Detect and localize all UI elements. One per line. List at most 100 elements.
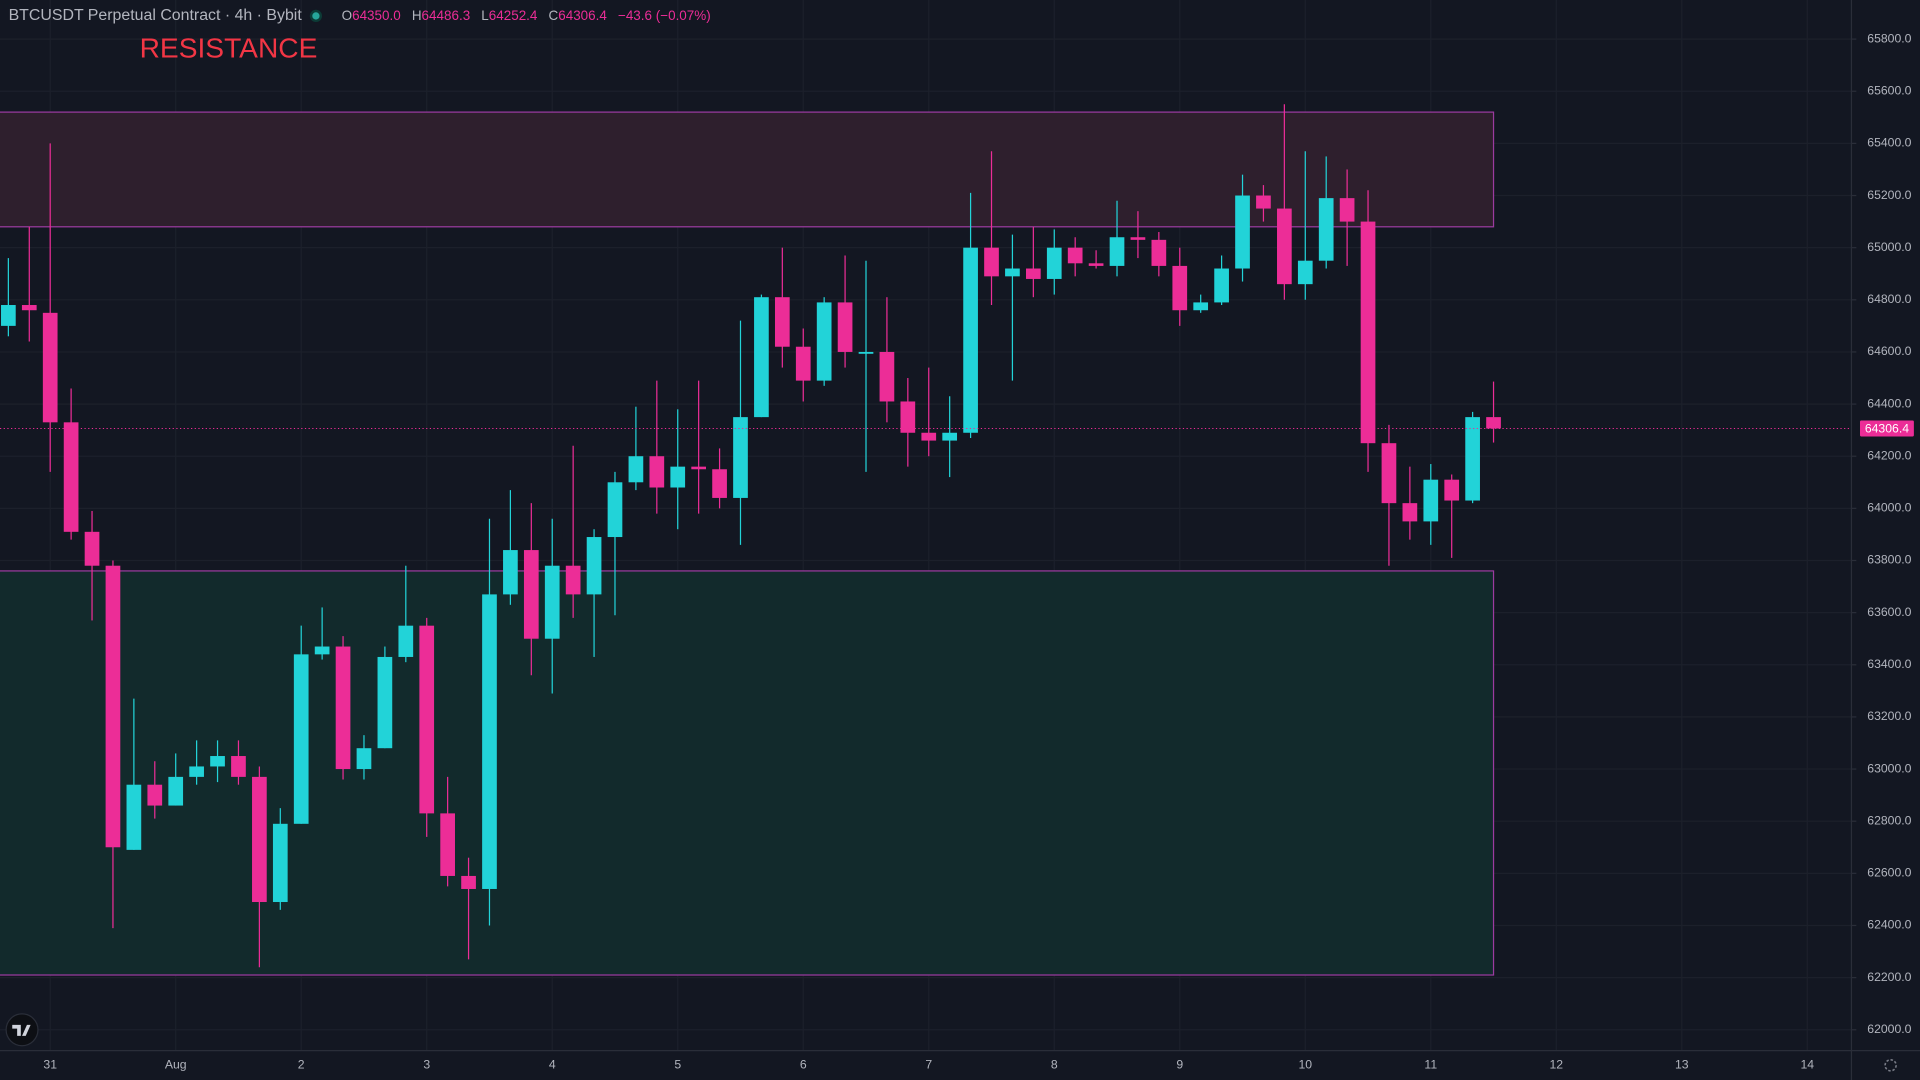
candle-body: [1444, 479, 1460, 501]
y-tick-label: 63600.0: [1867, 605, 1911, 619]
legend-change: −43.6 (−0.07%): [618, 7, 711, 22]
candle-body: [712, 469, 727, 498]
candle-body: [544, 565, 560, 639]
y-tick-label: 64000.0: [1867, 501, 1911, 515]
candle-body: [816, 302, 832, 381]
candle-body: [1067, 247, 1083, 264]
candle-body: [293, 654, 309, 824]
x-tick-label: 13: [1675, 1058, 1689, 1072]
candle-body: [398, 625, 414, 657]
logo-circle[interactable]: [5, 1013, 39, 1047]
candle-body: [84, 531, 100, 566]
candle-body: [774, 297, 790, 347]
ohlc-legend: O64350.0 H64486.3 L64252.4 C64306.4 −43.…: [342, 7, 711, 22]
candle-body: [879, 351, 895, 402]
candle-body: [210, 756, 225, 767]
candle-body: [42, 312, 58, 423]
y-tick-label: 64200.0: [1867, 448, 1911, 462]
x-tick-label: 4: [549, 1058, 556, 1072]
x-tick-label: 2: [298, 1058, 305, 1072]
candle-body: [649, 456, 665, 488]
candle-body: [795, 346, 811, 381]
candle-body: [628, 456, 644, 483]
candle-body: [1423, 479, 1439, 522]
candle-body: [586, 537, 602, 595]
candle-body: [231, 756, 246, 777]
candle-body: [754, 297, 769, 418]
candle-body: [565, 565, 581, 595]
candle-body: [1297, 260, 1313, 285]
legend-value: 64486.3: [422, 7, 471, 22]
candle-body: [1005, 268, 1020, 277]
legend-key: O: [342, 7, 352, 22]
x-tick-label: 11: [1424, 1058, 1437, 1072]
candle-body: [1193, 302, 1209, 311]
candle-body: [503, 550, 518, 595]
candle-body: [419, 625, 435, 814]
legend-value: 64252.4: [489, 7, 538, 22]
x-tick-label: 6: [800, 1058, 807, 1072]
settings-button[interactable]: [1884, 1059, 1897, 1072]
y-tick-label: 65200.0: [1867, 188, 1911, 202]
y-tick-label: 65600.0: [1867, 83, 1911, 97]
y-tick-label: 63400.0: [1867, 657, 1911, 671]
candle-body: [461, 875, 476, 889]
x-tick-label: 9: [1176, 1058, 1183, 1072]
candle-body: [900, 401, 916, 433]
candle-body: [1381, 443, 1397, 504]
candle-body: [482, 594, 497, 889]
candle-body: [1402, 503, 1418, 522]
candle-body: [1256, 195, 1271, 209]
candle-body: [335, 646, 351, 770]
candle-body: [168, 776, 184, 806]
y-tick-label: 63800.0: [1867, 553, 1911, 567]
x-tick-label: 12: [1549, 1058, 1563, 1072]
candle-body: [147, 784, 163, 806]
legend-key: L: [481, 7, 489, 22]
candle-body: [858, 351, 874, 354]
x-tick-label: 8: [1051, 1058, 1058, 1072]
legend-value: 64350.0: [352, 7, 401, 22]
candle-body: [1172, 265, 1188, 311]
candle-body: [837, 302, 853, 352]
candle-body: [1214, 268, 1229, 303]
candle-body: [189, 766, 204, 777]
y-tick-label: 64800.0: [1867, 292, 1911, 306]
settings-icon[interactable]: [1884, 1059, 1897, 1072]
y-tick-label: 65400.0: [1867, 136, 1911, 150]
x-tick-label: 10: [1298, 1058, 1312, 1072]
logo-mark[interactable]: [12, 1024, 31, 1036]
status-dot: [312, 12, 320, 20]
y-tick-label: 64400.0: [1867, 396, 1911, 410]
candle-body: [314, 646, 330, 655]
legend-key: H: [412, 7, 422, 22]
y-tick-label: 62200.0: [1867, 970, 1911, 984]
annotation: RESISTANCE: [140, 33, 318, 64]
x-tick-label: Aug: [165, 1058, 187, 1072]
x-tick-label: 7: [925, 1058, 932, 1072]
candle-body: [670, 466, 686, 488]
candle-body: [607, 482, 623, 538]
candle-body: [1, 305, 16, 326]
candle-body: [356, 748, 372, 770]
candle-body: [63, 422, 79, 532]
tradingview-logo[interactable]: [5, 1013, 39, 1047]
y-tick-label: 62000.0: [1867, 1022, 1911, 1036]
candle-body: [105, 565, 121, 848]
candle-body: [942, 432, 958, 441]
candles: [0, 104, 1852, 968]
x-tick-label: 3: [423, 1058, 430, 1072]
candle-body: [126, 784, 142, 850]
y-tick-label: 65800.0: [1867, 31, 1911, 45]
y-tick-label: 62600.0: [1867, 866, 1911, 880]
y-tick-label: 62800.0: [1867, 813, 1911, 827]
candle-body: [1318, 198, 1334, 261]
candle-body: [984, 247, 999, 277]
candle-body: [440, 813, 455, 876]
legend-key: C: [549, 7, 559, 22]
y-tick-label: 64600.0: [1867, 344, 1911, 358]
candle-body: [1486, 417, 1501, 429]
y-tick-label: 63200.0: [1867, 709, 1911, 723]
candle-body: [1046, 247, 1062, 279]
